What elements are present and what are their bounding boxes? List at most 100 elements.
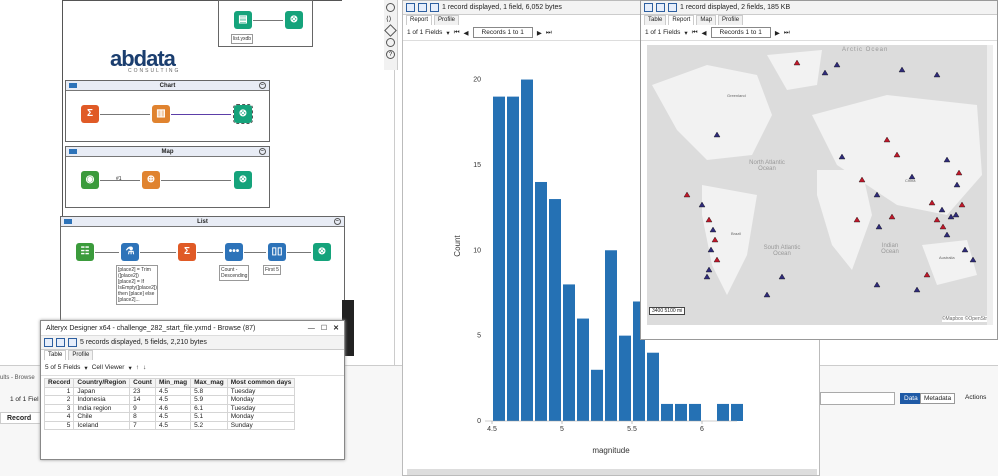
earthquake-marker[interactable] bbox=[923, 271, 931, 278]
maximize-icon[interactable]: ☐ bbox=[320, 325, 328, 332]
chart-browse-window[interactable]: 1 record displayed, 1 field, 6,052 bytes… bbox=[402, 0, 820, 476]
column-header[interactable]: Record bbox=[43, 378, 75, 388]
earthquake-marker[interactable] bbox=[705, 216, 713, 223]
layout-icon[interactable] bbox=[56, 338, 65, 347]
map-browse-window[interactable]: 1 record displayed, 2 fields, 185 KB Tab… bbox=[640, 0, 998, 340]
earthquake-marker[interactable] bbox=[703, 273, 711, 280]
records-nav[interactable]: Records 1 to 1 bbox=[710, 27, 771, 38]
table-row[interactable]: 3 India region 9 4.6 6.1 Tuesday bbox=[43, 403, 296, 413]
table-row[interactable]: 4 Chile 8 4.5 5.1 Monday bbox=[43, 412, 296, 422]
tab-profile[interactable]: Profile bbox=[718, 15, 744, 25]
results-search-input[interactable] bbox=[820, 392, 895, 405]
earthquake-marker[interactable] bbox=[778, 273, 786, 280]
tab-table[interactable]: Table bbox=[44, 350, 67, 360]
column-header[interactable]: Min_mag bbox=[154, 378, 192, 388]
tab-report[interactable]: Report bbox=[406, 15, 433, 25]
data-button[interactable]: Data bbox=[900, 393, 922, 404]
code-icon[interactable]: ⟨⟩ bbox=[386, 16, 392, 23]
chevron-down-icon[interactable]: ▾ bbox=[684, 29, 688, 37]
records-nav[interactable]: Records 1 to 1 bbox=[472, 27, 533, 38]
formula-icon[interactable]: ⚗ bbox=[121, 243, 139, 261]
earthquake-marker[interactable] bbox=[821, 69, 829, 76]
table-row[interactable]: 5 Iceland 7 4.5 5.2 Sunday bbox=[43, 420, 296, 430]
earthquake-marker[interactable] bbox=[908, 173, 916, 180]
first-page-icon[interactable]: ⏮ bbox=[453, 28, 460, 36]
column-header[interactable]: Count bbox=[129, 378, 156, 388]
browse-binoculars-icon[interactable]: ⊗ bbox=[313, 243, 331, 261]
earthquake-marker[interactable] bbox=[958, 201, 966, 208]
table-row[interactable]: 2 Indonesia 14 4.5 5.9 Monday bbox=[43, 395, 296, 405]
chevron-down-icon[interactable]: ▾ bbox=[446, 29, 450, 37]
browse-binoculars-icon[interactable]: ⊗ bbox=[285, 11, 303, 29]
prev-page-icon[interactable]: ◀ bbox=[701, 29, 707, 37]
browse-window[interactable]: Alteryx Designer x64 - challenge_282_sta… bbox=[40, 320, 345, 460]
chevron-down-icon[interactable]: ▾ bbox=[128, 364, 132, 372]
tab-map[interactable]: Map bbox=[696, 15, 717, 25]
chart-icon[interactable]: ▥ bbox=[152, 105, 170, 123]
earthquake-marker[interactable] bbox=[709, 226, 717, 233]
earthquake-marker[interactable] bbox=[938, 206, 946, 213]
horizontal-scrollbar[interactable] bbox=[407, 469, 817, 475]
earthquake-marker[interactable] bbox=[913, 286, 921, 293]
browse-binoculars-icon[interactable]: ⊗ bbox=[234, 171, 252, 189]
sort-down-icon[interactable]: ↓ bbox=[142, 364, 147, 371]
earthquake-marker[interactable] bbox=[893, 151, 901, 158]
table-row[interactable]: 1 Japan 23 4.5 5.8 Tuesday bbox=[43, 386, 296, 396]
earthquake-marker[interactable] bbox=[705, 266, 713, 273]
layout-icon[interactable] bbox=[418, 3, 427, 12]
earthquake-marker[interactable] bbox=[858, 176, 866, 183]
earthquake-marker[interactable] bbox=[883, 136, 891, 143]
chevron-down-icon[interactable]: ▾ bbox=[84, 364, 88, 372]
last-page-icon[interactable]: ⏭ bbox=[783, 28, 790, 36]
next-page-icon[interactable]: ▶ bbox=[536, 29, 542, 37]
layout-icon[interactable] bbox=[656, 3, 665, 12]
earthquake-marker[interactable] bbox=[793, 59, 801, 66]
sort-up-icon[interactable]: ↑ bbox=[135, 364, 139, 371]
list-container[interactable]: List − ☷ ⚗ Σ ••• ▯▯ ⊗ [place2] = Trim ([p… bbox=[60, 216, 345, 321]
column-header[interactable]: Most common days bbox=[226, 378, 296, 388]
fields-selector[interactable]: 1 of 1 Fields bbox=[407, 29, 443, 36]
output-container[interactable]: ▤ ⊗ list.yxdb bbox=[218, 0, 313, 47]
minimize-icon[interactable]: — bbox=[307, 324, 315, 332]
earthquake-marker[interactable] bbox=[947, 213, 955, 220]
earthquake-marker[interactable] bbox=[838, 153, 846, 160]
browse-binoculars-icon[interactable]: ⊗ bbox=[233, 104, 253, 124]
globe-icon[interactable] bbox=[386, 38, 395, 47]
earthquake-marker[interactable] bbox=[683, 191, 691, 198]
summarize-icon[interactable]: Σ bbox=[81, 105, 99, 123]
column-header[interactable]: Country/Region bbox=[73, 378, 131, 388]
chart-container[interactable]: Chart − Σ ▥ ⊗ bbox=[65, 80, 270, 142]
fields-selector[interactable]: 1 of 1 Fields bbox=[645, 29, 681, 36]
layout-icon[interactable] bbox=[430, 3, 439, 12]
tab-table[interactable]: Table bbox=[644, 15, 667, 25]
earthquake-marker[interactable] bbox=[873, 191, 881, 198]
fields-selector[interactable]: 1 of 1 Fiel bbox=[10, 396, 39, 403]
select-icon[interactable]: ☷ bbox=[76, 243, 94, 261]
earthquake-marker[interactable] bbox=[955, 169, 963, 176]
help-icon[interactable]: ? bbox=[386, 50, 395, 59]
earthquake-marker[interactable] bbox=[713, 256, 721, 263]
metadata-button[interactable]: Metadata bbox=[920, 393, 956, 404]
book-icon[interactable]: ▤ bbox=[234, 11, 252, 29]
fields-selector[interactable]: 5 of 5 Fields bbox=[45, 364, 81, 371]
earthquake-marker[interactable] bbox=[943, 156, 951, 163]
earthquake-marker[interactable] bbox=[961, 246, 969, 253]
earthquake-marker[interactable] bbox=[711, 236, 719, 243]
summarize-icon[interactable]: Σ bbox=[178, 243, 196, 261]
earthquake-marker[interactable] bbox=[933, 216, 941, 223]
report-map-icon[interactable]: ⊕ bbox=[142, 171, 160, 189]
earthquake-marker[interactable] bbox=[888, 213, 896, 220]
tag-icon[interactable] bbox=[384, 24, 397, 37]
sample-icon[interactable]: ▯▯ bbox=[268, 243, 286, 261]
earthquake-marker[interactable] bbox=[953, 181, 961, 188]
earthquake-marker[interactable] bbox=[698, 201, 706, 208]
earthquake-marker[interactable] bbox=[969, 256, 977, 263]
earthquake-marker[interactable] bbox=[943, 231, 951, 238]
actions-menu[interactable]: Actions bbox=[965, 394, 987, 401]
tab-profile[interactable]: Profile bbox=[68, 350, 94, 360]
gear-icon[interactable] bbox=[386, 3, 395, 12]
earthquake-marker[interactable] bbox=[713, 131, 721, 138]
vertical-scrollbar[interactable] bbox=[987, 45, 993, 325]
create-points-icon[interactable]: ◉ bbox=[81, 171, 99, 189]
close-icon[interactable]: ✕ bbox=[333, 325, 339, 332]
